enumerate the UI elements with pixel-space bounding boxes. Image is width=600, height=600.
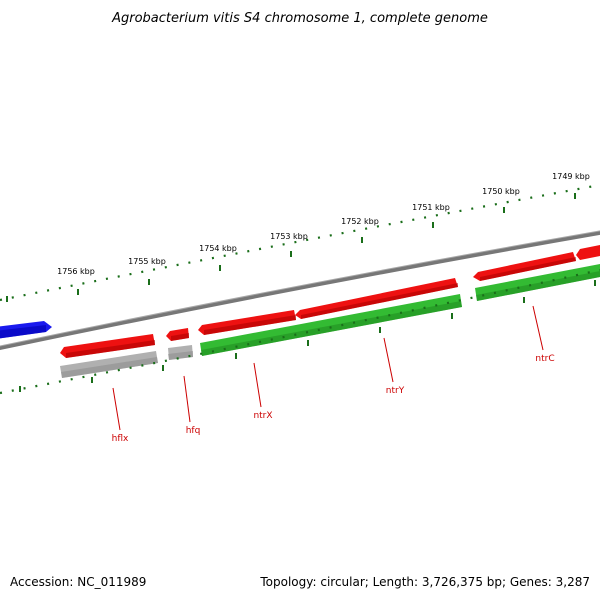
scale-label-1754: 1754 kbp bbox=[199, 244, 237, 253]
gene-arrow-ntrC[interactable] bbox=[473, 252, 576, 281]
gene-bar-grey-2[interactable] bbox=[168, 345, 193, 360]
gene-arrow-hfq[interactable] bbox=[166, 328, 189, 341]
gene-arrow-blue[interactable] bbox=[0, 321, 52, 339]
backbone bbox=[0, 230, 600, 350]
gene-label-leaders bbox=[112, 305, 544, 431]
gene-arrow-ntrY[interactable] bbox=[295, 278, 458, 319]
outer-scale-ticks bbox=[6, 193, 576, 302]
outer-scale-ring bbox=[0, 183, 600, 302]
scale-label-1755: 1755 kbp bbox=[128, 257, 166, 266]
gene-label-hflx: hflx bbox=[112, 434, 129, 444]
gene-bar-grey-1[interactable] bbox=[60, 351, 158, 378]
reverse-genes bbox=[60, 263, 600, 378]
gene-label-hfq: hfq bbox=[186, 426, 201, 436]
gene-arrow-ntrX[interactable] bbox=[198, 310, 296, 335]
scale-label-1750: 1750 kbp bbox=[482, 187, 520, 196]
scale-label-1756: 1756 kbp bbox=[57, 267, 95, 276]
gene-label-ntrY: ntrY bbox=[386, 386, 405, 396]
inner-scale-ticks bbox=[19, 280, 596, 392]
gene-labels: hflx hfq ntrX ntrY ntrC bbox=[112, 354, 555, 444]
scale-label-1753: 1753 kbp bbox=[270, 232, 308, 241]
inner-scale-ring bbox=[0, 268, 600, 395]
genome-summary-text: Topology: circular; Length: 3,726,375 bp… bbox=[259, 575, 590, 589]
scale-label-1749: 1749 kbp bbox=[552, 172, 590, 181]
scale-labels: 1756 kbp 1755 kbp 1754 kbp 1753 kbp 1752… bbox=[57, 172, 590, 276]
gene-arrow-next[interactable] bbox=[576, 244, 600, 260]
scale-label-1752: 1752 kbp bbox=[341, 217, 379, 226]
forward-genes bbox=[60, 244, 600, 358]
gene-label-ntrX: ntrX bbox=[253, 411, 272, 421]
map-title: Agrobacterium vitis S4 chromosome 1, com… bbox=[111, 11, 488, 26]
gene-arrow-hflx[interactable] bbox=[60, 334, 155, 358]
gene-bar-green-1[interactable] bbox=[200, 294, 462, 356]
gene-label-ntrC: ntrC bbox=[535, 354, 554, 364]
scale-label-1751: 1751 kbp bbox=[412, 203, 450, 212]
gene-bar-green-2[interactable] bbox=[475, 263, 600, 301]
accession-text: Accession: NC_011989 bbox=[10, 575, 146, 589]
